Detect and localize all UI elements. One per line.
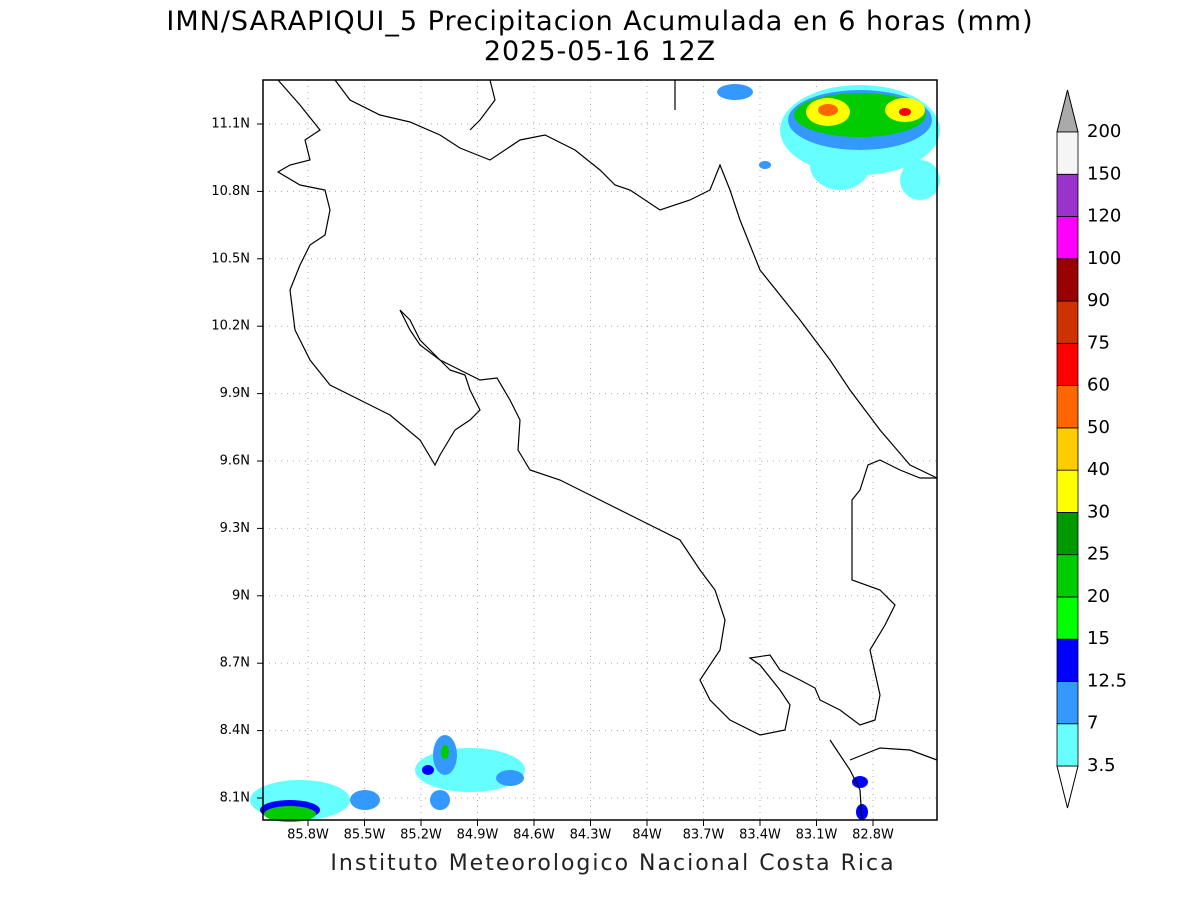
colorbar-box — [1056, 173, 1079, 217]
y-labels: 11.1N 10.8N 10.5N 10.2N 9.9N 9.6N 9.3N 9N 8.7N 8.… — [211, 117, 250, 806]
y-label: 11.1N — [211, 117, 250, 132]
colorbar-label: 200 — [1087, 121, 1121, 142]
y-label: 8.4N — [220, 723, 250, 738]
colorbar-box — [1056, 554, 1079, 598]
precipitation — [250, 84, 940, 822]
y-label: 9.6N — [220, 454, 250, 469]
y-label: 10.5N — [211, 251, 250, 266]
subtitle: 2025-05-16 12Z — [484, 36, 716, 67]
colorbar-label: 15 — [1087, 628, 1110, 649]
x-label: 85.2W — [400, 828, 442, 843]
colorbar-box — [1056, 300, 1079, 344]
coastline — [276, 79, 938, 821]
x-label: 84.6W — [513, 828, 555, 843]
x-label: 85.5W — [344, 828, 386, 843]
colorbar-box — [1056, 342, 1079, 387]
y-label: 8.1N — [220, 791, 250, 806]
colorbar-box — [1056, 385, 1079, 429]
x-label: 84W — [632, 828, 662, 843]
colorbar-under — [1056, 765, 1079, 809]
y-label: 10.8N — [211, 184, 250, 199]
colorbar-label: 60 — [1087, 375, 1110, 396]
y-label: 10.2N — [211, 319, 250, 334]
x-label: 85.8W — [287, 828, 329, 843]
title: IMN/SARAPIQUI_5 Precipitacion Acumulada … — [166, 6, 1033, 37]
y-label: 9.3N — [220, 521, 250, 536]
colorbar-box — [1056, 427, 1079, 471]
y-label: 9N — [232, 588, 250, 603]
colorbar-label: 40 — [1087, 459, 1110, 480]
colorbar-label: 120 — [1087, 206, 1121, 227]
colorbar-box — [1056, 681, 1079, 725]
x-label: 82.8W — [852, 828, 894, 843]
grid — [263, 80, 937, 820]
colorbar-label: 150 — [1087, 163, 1121, 184]
x-label: 83.1W — [796, 828, 838, 843]
y-label: 8.7N — [220, 656, 250, 671]
colorbar-label: 20 — [1087, 586, 1110, 607]
x-label: 84.3W — [570, 828, 612, 843]
colorbar-box — [1056, 131, 1079, 175]
colorbar-box — [1056, 512, 1079, 556]
colorbar-label: 3.5 — [1087, 755, 1116, 776]
x-label: 83.4W — [739, 828, 781, 843]
x-label: 84.9W — [457, 828, 499, 843]
colorbar-label: 7 — [1087, 713, 1098, 734]
colorbar-label: 12.5 — [1087, 670, 1127, 691]
footer: Instituto Meteorologico Nacional Costa R… — [330, 851, 895, 876]
map-frame — [262, 79, 938, 821]
colorbar-label: 75 — [1087, 332, 1110, 353]
colorbar-label: 90 — [1087, 290, 1110, 311]
colorbar-over — [1056, 89, 1079, 133]
colorbar-box — [1056, 469, 1079, 513]
colorbar-label: 30 — [1087, 501, 1110, 522]
colorbar-label: 100 — [1087, 248, 1121, 269]
colorbar-box — [1056, 723, 1079, 767]
colorbar-box — [1056, 216, 1079, 260]
colorbar-label: 25 — [1087, 544, 1110, 565]
colorbar-box — [1056, 596, 1079, 640]
colorbar-box — [1056, 258, 1079, 302]
colorbar-box — [1056, 638, 1079, 682]
x-labels: 85.8W 85.5W 85.2W 84.9W 84.6W 84.3W 84W 83.7W 83… — [287, 828, 894, 843]
colorbar: 3.5 7 12.5 15 20 25 30 40 50 60 75 90 100 120 150 200 — [1056, 89, 1127, 809]
y-label: 9.9N — [220, 386, 250, 401]
x-label: 83.7W — [683, 828, 725, 843]
colorbar-label: 50 — [1087, 417, 1110, 438]
